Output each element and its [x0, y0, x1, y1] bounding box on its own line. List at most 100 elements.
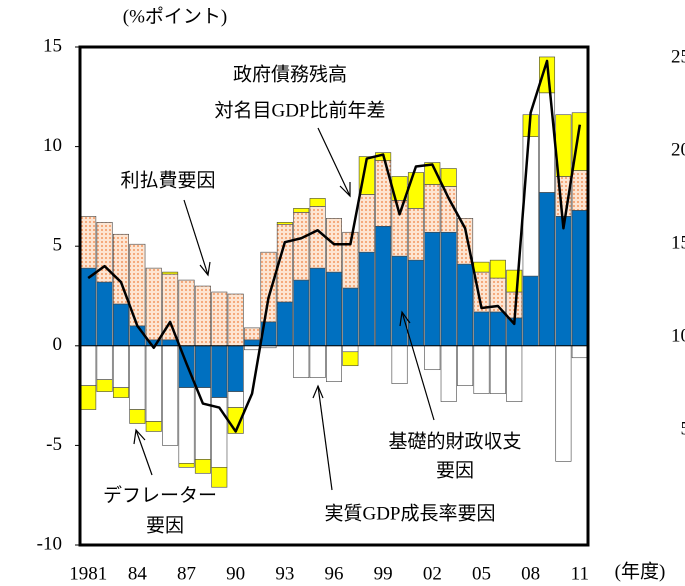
line — [87, 59, 582, 433]
bar-segment — [80, 385, 97, 410]
bar-segment — [112, 233, 129, 305]
bar-segment — [293, 208, 310, 213]
y-tick-label: 15 — [43, 35, 62, 56]
bar-segment — [391, 345, 408, 384]
y-tick-label: -10 — [37, 533, 62, 554]
x-tick-label: 84 — [128, 563, 148, 584]
bar-segment — [424, 231, 441, 347]
bar-segment — [473, 261, 490, 273]
arrow — [317, 385, 333, 491]
y-tick-label: 20 — [671, 139, 685, 160]
bar-segment — [145, 267, 162, 341]
bar-segment — [522, 136, 539, 277]
x-tick-label: 1981 — [69, 563, 107, 584]
arrow — [135, 429, 153, 476]
annotation: 政府債務残高 — [233, 63, 347, 85]
arrow-head — [312, 384, 324, 399]
bar-segment — [244, 339, 261, 347]
bar-segment — [194, 387, 211, 460]
bar-segment — [293, 279, 310, 347]
bar-segment — [112, 345, 129, 388]
arrow-head — [339, 182, 351, 198]
bar-segment — [178, 279, 195, 347]
bar-segment — [276, 301, 293, 347]
y-tick-label: 5 — [53, 235, 63, 256]
annotations: 政府債務残高 対名目GDP比前年差 利払費要因 デフレーター 要因 実質GDP成… — [103, 63, 522, 536]
x-tick-label: 90 — [226, 563, 245, 584]
bar-segment — [80, 216, 97, 269]
bar-segment — [571, 170, 588, 211]
bar-segment — [227, 391, 244, 408]
bar-segment — [145, 345, 162, 422]
x-tick-label: 11 — [571, 563, 589, 584]
arrow-head — [399, 310, 411, 327]
x-tick-label: 05 — [472, 563, 491, 584]
bar-segment — [162, 345, 179, 446]
annotation: 利払費要因 — [120, 169, 215, 191]
bar-segment — [506, 345, 523, 402]
bar-segment — [539, 192, 556, 347]
bar-segment — [309, 267, 326, 347]
bar-segment — [178, 463, 195, 468]
bar-segment — [457, 345, 474, 386]
bar-segment — [80, 267, 97, 347]
bar-segment — [424, 345, 441, 371]
x-tick-label: 96 — [325, 563, 344, 584]
bar-segment — [227, 293, 244, 347]
y-tick-label: 5 — [681, 418, 685, 439]
bar-segment — [309, 345, 326, 378]
annotation: 対名目GDP比前年差 — [214, 99, 385, 121]
bar-segment — [342, 351, 359, 367]
bar-segment — [489, 345, 506, 394]
bar-segment — [391, 255, 408, 347]
bar-segment — [555, 216, 572, 347]
arrow-head — [133, 428, 146, 445]
bar-segment — [211, 345, 228, 398]
y-tick-label: 10 — [43, 135, 62, 156]
annotation: 要因 — [436, 460, 474, 481]
bar-segment — [342, 231, 359, 289]
annotation: デフレーター — [103, 484, 217, 506]
bar-segment — [96, 379, 113, 392]
bar-segment — [194, 345, 211, 388]
bar-segment — [211, 467, 228, 488]
bar-segment — [375, 225, 392, 347]
y-axis-label: (%ポイント) — [123, 5, 227, 27]
bar-segment — [112, 387, 129, 398]
bar-segment — [424, 184, 441, 233]
x-tick-label: 02 — [423, 563, 442, 584]
arrow — [317, 127, 351, 197]
bar-segment — [358, 194, 375, 253]
bar-segment — [244, 327, 261, 341]
y-tick-label: 10 — [671, 325, 685, 346]
bar-segment — [244, 345, 261, 351]
bar-segment — [211, 291, 228, 347]
bar-segment — [129, 345, 146, 410]
annotation: 要因 — [146, 515, 184, 536]
bar-segment — [457, 263, 474, 347]
bar-segment — [162, 271, 179, 275]
bar-segment — [391, 200, 408, 257]
bar-segment — [129, 409, 146, 424]
plot — [80, 56, 588, 488]
bar-segment — [96, 345, 113, 380]
bar-segment — [129, 325, 146, 347]
bar-segment — [80, 345, 97, 386]
annotation: 実質GDP成長率要因 — [324, 502, 495, 524]
bar-segment — [440, 168, 457, 187]
bar-segment — [555, 345, 572, 462]
bar-segment — [178, 387, 195, 464]
bar-segment — [440, 231, 457, 347]
x-tick-label: 99 — [374, 563, 393, 584]
bar-segment — [293, 345, 310, 378]
y-tick-label: -5 — [46, 434, 62, 455]
bar-segment — [96, 221, 113, 283]
bar-segment — [522, 275, 539, 347]
bar-segment — [440, 345, 457, 402]
plot-frame — [78, 45, 590, 547]
bar-segment — [194, 459, 211, 474]
bar-segment — [407, 208, 424, 261]
bar-segment — [145, 421, 162, 432]
annotation: 基礎的財政収支 — [388, 430, 521, 452]
